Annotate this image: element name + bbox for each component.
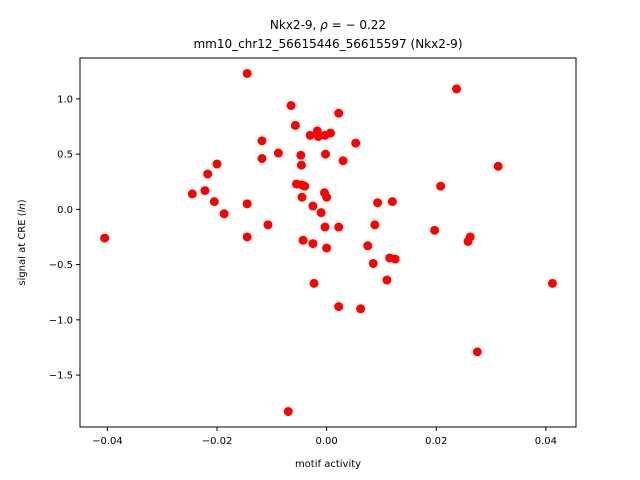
data-point-43 [356, 304, 366, 314]
data-point-18 [296, 150, 306, 160]
y-axis-ticks: −1.5 −1.0 −0.5 0.0 0.5 1.0 [49, 94, 80, 382]
y-axis-label: signal at CRE (ln) [17, 199, 28, 285]
y-tick-label: 0.0 [57, 205, 73, 216]
data-point-56 [465, 232, 475, 242]
data-point-34 [321, 149, 331, 159]
chart-subtitle: mm10_chr12_56615446_56615597 (Nkx2-9) [193, 37, 462, 51]
plot-area [79, 57, 577, 428]
data-point-48 [382, 275, 392, 285]
data-point-25 [308, 201, 318, 211]
data-point-46 [370, 220, 380, 230]
data-point-1 [187, 189, 197, 199]
data-point-10 [257, 136, 267, 146]
x-tick-label: 0.04 [535, 436, 557, 447]
data-point-33 [320, 222, 330, 232]
data-point-27 [309, 278, 319, 288]
data-point-8 [242, 199, 252, 209]
data-point-54 [452, 84, 462, 94]
data-point-36 [322, 243, 332, 253]
data-point-59 [547, 278, 557, 288]
x-tick-label: −0.04 [92, 436, 123, 447]
data-point-41 [338, 156, 348, 166]
axes-frame [79, 57, 577, 428]
data-point-23 [298, 235, 308, 245]
y-tick-label: −0.5 [49, 260, 73, 271]
data-point-58 [493, 161, 503, 171]
x-tick-label: 0.00 [315, 436, 337, 447]
data-point-50 [387, 197, 397, 207]
x-tick-label: 0.02 [425, 436, 447, 447]
data-point-7 [242, 68, 252, 78]
x-axis-label: motif activity [295, 459, 361, 470]
y-tick-label: 0.5 [57, 150, 73, 161]
data-point-26 [308, 239, 318, 249]
data-point-44 [363, 241, 373, 251]
x-tick-label: −0.02 [202, 436, 233, 447]
data-point-45 [368, 258, 378, 268]
data-point-16 [290, 120, 300, 130]
points-layer [100, 68, 557, 417]
data-point-35 [322, 192, 332, 202]
data-point-14 [283, 407, 293, 417]
data-point-47 [373, 198, 383, 208]
data-point-42 [351, 138, 361, 148]
y-tick-label: 1.0 [57, 94, 73, 105]
data-point-51 [390, 254, 400, 264]
data-point-5 [212, 159, 222, 169]
data-point-19 [296, 160, 306, 170]
data-point-38 [334, 108, 344, 118]
data-point-24 [305, 130, 315, 140]
data-point-2 [200, 186, 210, 196]
data-point-13 [273, 148, 283, 158]
data-point-11 [257, 154, 267, 164]
data-point-20 [297, 192, 307, 202]
data-point-53 [436, 181, 446, 191]
data-point-6 [219, 209, 229, 219]
data-point-52 [430, 225, 440, 235]
data-point-37 [325, 128, 335, 138]
x-axis-ticks: −0.04 −0.02 0.00 0.02 0.04 [92, 427, 557, 447]
data-point-57 [472, 347, 482, 357]
y-tick-label: −1.5 [49, 371, 73, 382]
data-point-22 [300, 181, 310, 191]
data-point-12 [263, 220, 273, 230]
data-point-15 [286, 101, 296, 111]
data-point-40 [334, 302, 344, 312]
data-point-3 [203, 169, 213, 179]
data-point-4 [209, 197, 219, 207]
y-tick-label: −1.0 [49, 315, 73, 326]
data-point-39 [334, 222, 344, 232]
data-point-9 [242, 232, 252, 242]
data-point-0 [100, 233, 110, 243]
data-point-30 [316, 208, 326, 218]
chart-title: Nkx2-9, ρ = − 0.22 [270, 18, 386, 32]
